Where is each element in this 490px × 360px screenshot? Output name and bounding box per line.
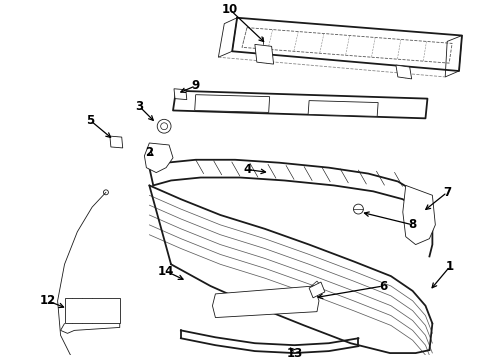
Polygon shape (213, 286, 319, 318)
Polygon shape (145, 143, 173, 172)
Polygon shape (308, 100, 378, 116)
Text: 7: 7 (443, 186, 451, 199)
Polygon shape (403, 185, 435, 244)
Polygon shape (255, 44, 273, 64)
Text: 1: 1 (446, 260, 454, 273)
Polygon shape (174, 89, 187, 100)
Text: 2: 2 (145, 147, 153, 159)
Polygon shape (195, 95, 270, 112)
Text: 12: 12 (40, 294, 56, 307)
Text: 14: 14 (158, 265, 174, 278)
Polygon shape (110, 136, 122, 148)
Polygon shape (65, 298, 120, 324)
Polygon shape (309, 282, 325, 298)
Text: 9: 9 (192, 79, 200, 92)
Text: 13: 13 (287, 347, 303, 360)
Text: 6: 6 (379, 279, 387, 293)
Text: 8: 8 (409, 219, 417, 231)
Polygon shape (396, 65, 412, 79)
Text: 5: 5 (86, 114, 94, 127)
Text: 3: 3 (135, 100, 144, 113)
Text: 4: 4 (244, 163, 252, 176)
Text: 10: 10 (222, 3, 238, 16)
